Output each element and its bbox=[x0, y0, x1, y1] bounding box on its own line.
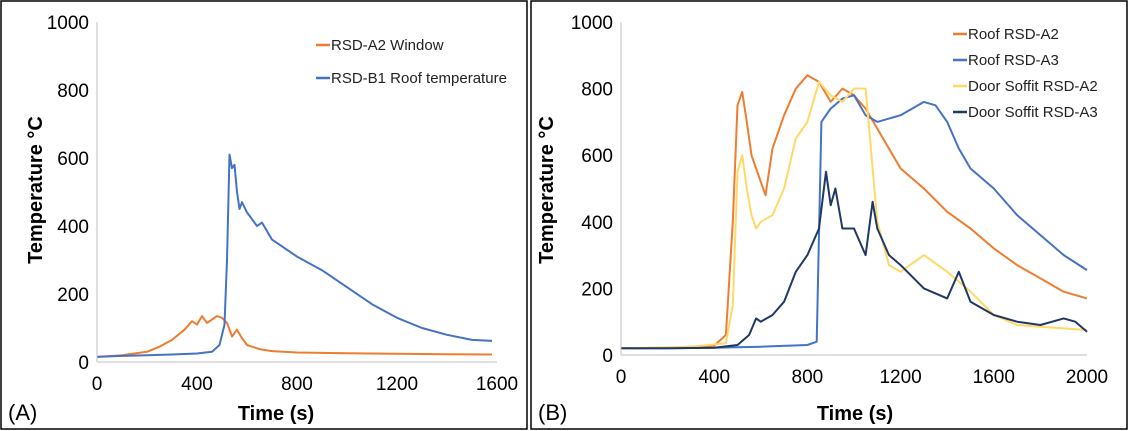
panel-a-y-tick-600: 600 bbox=[57, 149, 89, 170]
panel-a-x-tick-1600: 1600 bbox=[476, 374, 518, 395]
legend-label-roof-rsd-a3: Roof RSD-A3 bbox=[968, 52, 1059, 69]
panel-b-series-door-soffit-rsd-a2 bbox=[620, 80, 1088, 350]
panel-b-x-tick-800: 800 bbox=[792, 367, 824, 388]
panel-a-x-tick-800: 800 bbox=[281, 374, 313, 395]
legend-label-door-soffit-rsd-a3: Door Soffit RSD-A3 bbox=[968, 104, 1098, 121]
legend-label-rsd-a2-window: RSD-A2 Window bbox=[331, 37, 444, 54]
panel-a-y-tick-200: 200 bbox=[57, 285, 89, 306]
panel-a-label: (A) bbox=[8, 400, 37, 425]
panel-b: 0 400 800 1200 1600 2000 0 200 400 600 800 1000 Ti… bbox=[536, 13, 1108, 425]
panel-b-y-tick-400: 400 bbox=[581, 213, 613, 234]
panel-b-x-tick-1200: 1200 bbox=[879, 367, 921, 388]
panel-b-plot-area bbox=[620, 74, 1088, 350]
panel-b-y-axis-label: Temperature °C bbox=[536, 116, 558, 264]
panel-b-border bbox=[530, 0, 1128, 430]
panel-a-border bbox=[0, 0, 528, 430]
panel-b-label: (B) bbox=[538, 400, 567, 425]
panel-a-series-rsd-a2-window bbox=[96, 315, 493, 358]
panel-b-y-tick-1000: 1000 bbox=[571, 13, 613, 34]
panel-a-x-tick-0: 0 bbox=[92, 374, 103, 395]
legend-label-door-soffit-rsd-a2: Door Soffit RSD-A2 bbox=[968, 78, 1098, 95]
panel-a-y-tick-0: 0 bbox=[78, 353, 89, 374]
panel-b-x-axis-label: Time (s) bbox=[817, 403, 893, 425]
panel-a-y-tick-800: 800 bbox=[57, 81, 89, 102]
panel-b-x-tick-400: 400 bbox=[698, 367, 730, 388]
panel-a-x-tick-1200: 1200 bbox=[376, 374, 418, 395]
legend-label-roof-rsd-a2: Roof RSD-A2 bbox=[968, 26, 1059, 43]
panel-b-x-tick-0: 0 bbox=[616, 367, 627, 388]
panel-b-y-tick-600: 600 bbox=[581, 146, 613, 167]
panel-b-x-tick-1600: 1600 bbox=[973, 367, 1015, 388]
panel-b-series-roof-rsd-a3 bbox=[621, 94, 1088, 350]
panel-a-x-tick-400: 400 bbox=[181, 374, 213, 395]
panel-a: 0 400 800 1200 1600 0 200 400 600 800 1000 Time (… bbox=[8, 13, 518, 425]
panel-a-x-axis-label: Time (s) bbox=[238, 403, 314, 425]
panel-a-x-ticks: 0 400 800 1200 1600 bbox=[92, 374, 518, 395]
panel-a-y-tick-400: 400 bbox=[57, 217, 89, 238]
panel-b-x-ticks: 0 400 800 1200 1600 2000 bbox=[616, 367, 1108, 388]
panel-b-y-tick-200: 200 bbox=[581, 279, 613, 300]
panel-a-series-rsd-b1-roof-temperature bbox=[96, 153, 493, 358]
panel-b-series-roof-rsd-a2 bbox=[620, 74, 1088, 350]
panel-b-x-tick-2000: 2000 bbox=[1066, 367, 1108, 388]
panel-b-y-ticks: 0 200 400 600 800 1000 bbox=[571, 13, 613, 367]
panel-b-series-door-soffit-rsd-a3 bbox=[621, 170, 1088, 350]
panel-a-legend: RSD-A2 Window RSD-B1 Roof temperature bbox=[316, 37, 507, 87]
legend-label-rsd-b1-roof-temperature: RSD-B1 Roof temperature bbox=[331, 70, 507, 87]
panel-a-plot-area bbox=[96, 153, 493, 358]
panel-a-y-axis-label: Temperature °C bbox=[25, 116, 47, 264]
panel-a-y-tick-1000: 1000 bbox=[47, 13, 89, 34]
panel-b-y-tick-800: 800 bbox=[581, 80, 613, 101]
panel-b-legend: Roof RSD-A2 Roof RSD-A3 Door Soffit RSD-… bbox=[953, 26, 1098, 121]
panel-b-y-tick-0: 0 bbox=[602, 346, 613, 367]
panel-a-y-ticks: 0 200 400 600 800 1000 bbox=[47, 13, 89, 374]
